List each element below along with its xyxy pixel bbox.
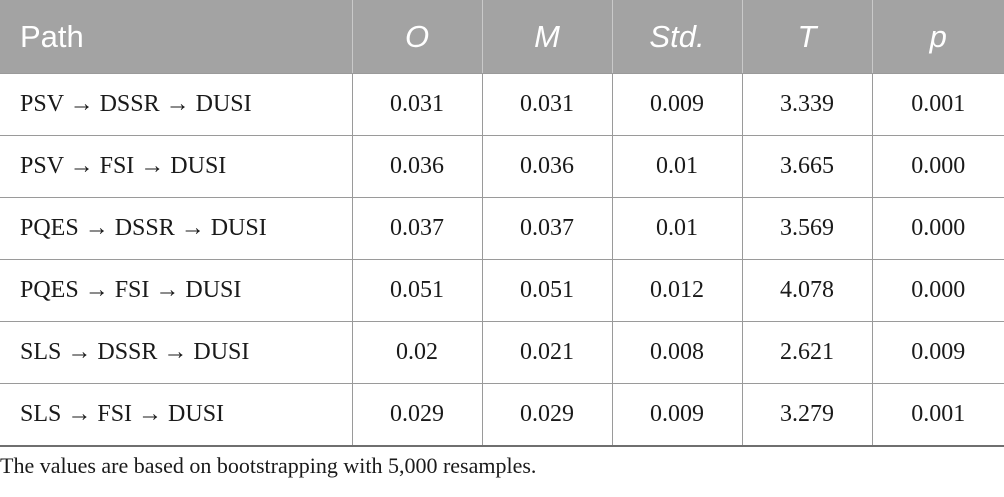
- cell-p: 0.009: [871, 321, 1004, 384]
- cell-p: 0.000: [871, 259, 1004, 322]
- cell-o: 0.051: [351, 259, 482, 322]
- cell-path: PQES → DSSR → DUSI: [0, 197, 352, 260]
- cell-std: 0.008: [611, 321, 742, 384]
- cell-m: 0.051: [481, 259, 612, 322]
- table-body: PSV → DSSR → DUSI 0.031 0.031 0.009 3.33…: [0, 73, 1004, 447]
- cell-m: 0.037: [481, 197, 612, 260]
- cell-path: PSV → FSI → DUSI: [0, 135, 352, 198]
- cell-path: SLS → DSSR → DUSI: [0, 321, 352, 384]
- cell-p: 0.000: [871, 197, 1004, 260]
- header-m: M: [481, 0, 612, 74]
- cell-m: 0.021: [481, 321, 612, 384]
- table-row: PQES → DSSR → DUSI 0.037 0.037 0.01 3.56…: [0, 197, 1004, 260]
- cell-std: 0.009: [611, 383, 742, 447]
- table-row: SLS → FSI → DUSI 0.029 0.029 0.009 3.279…: [0, 383, 1004, 447]
- cell-std: 0.012: [611, 259, 742, 322]
- cell-t: 3.279: [741, 383, 872, 447]
- cell-std: 0.01: [611, 197, 742, 260]
- cell-p: 0.000: [871, 135, 1004, 198]
- header-t: T: [741, 0, 872, 74]
- table-row: PSV → DSSR → DUSI 0.031 0.031 0.009 3.33…: [0, 73, 1004, 136]
- cell-o: 0.02: [351, 321, 482, 384]
- cell-p: 0.001: [871, 73, 1004, 136]
- cell-o: 0.036: [351, 135, 482, 198]
- cell-path: PSV → DSSR → DUSI: [0, 73, 352, 136]
- table-header: Path O M Std. T p: [0, 0, 1004, 74]
- table-row: PSV → FSI → DUSI 0.036 0.036 0.01 3.665 …: [0, 135, 1004, 198]
- header-std: Std.: [611, 0, 742, 74]
- cell-m: 0.031: [481, 73, 612, 136]
- cell-path: PQES → FSI → DUSI: [0, 259, 352, 322]
- mediation-path-table: Path O M Std. T p PSV → DSSR → DUSI 0.03…: [0, 0, 1004, 447]
- cell-o: 0.031: [351, 73, 482, 136]
- cell-t: 4.078: [741, 259, 872, 322]
- header-row: Path O M Std. T p: [0, 0, 1004, 74]
- cell-path: SLS → FSI → DUSI: [0, 383, 352, 447]
- cell-t: 3.339: [741, 73, 872, 136]
- header-p: p: [871, 0, 1004, 74]
- cell-o: 0.029: [351, 383, 482, 447]
- table-row: SLS → DSSR → DUSI 0.02 0.021 0.008 2.621…: [0, 321, 1004, 384]
- cell-std: 0.009: [611, 73, 742, 136]
- cell-std: 0.01: [611, 135, 742, 198]
- cell-t: 2.621: [741, 321, 872, 384]
- cell-m: 0.036: [481, 135, 612, 198]
- header-o: O: [351, 0, 482, 74]
- cell-p: 0.001: [871, 383, 1004, 447]
- cell-t: 3.569: [741, 197, 872, 260]
- cell-t: 3.665: [741, 135, 872, 198]
- cell-o: 0.037: [351, 197, 482, 260]
- table-footnote: The values are based on bootstrapping wi…: [0, 453, 537, 478]
- results-table: Path O M Std. T p PSV → DSSR → DUSI 0.03…: [0, 0, 1004, 447]
- header-path: Path: [0, 0, 352, 74]
- table-row: PQES → FSI → DUSI 0.051 0.051 0.012 4.07…: [0, 259, 1004, 322]
- cell-m: 0.029: [481, 383, 612, 447]
